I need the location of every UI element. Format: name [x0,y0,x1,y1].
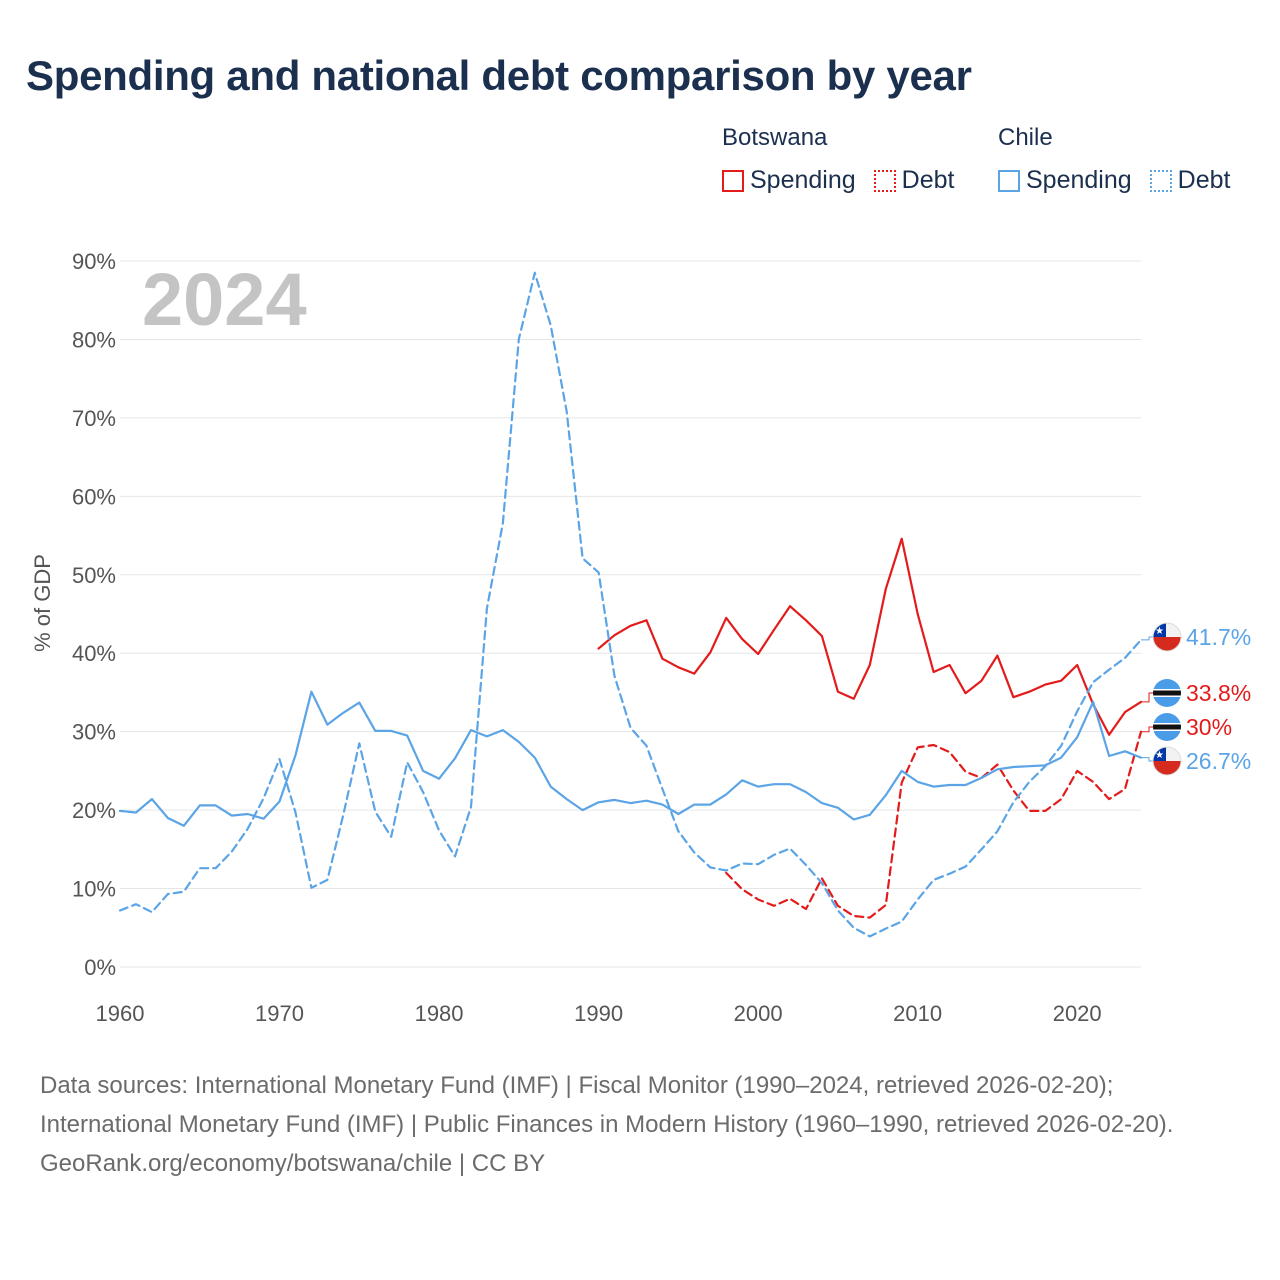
footer: Data sources: International Monetary Fun… [40,1066,1240,1183]
botswana-flag-icon-botswana-spending [1153,679,1181,707]
legend-botswana-spending[interactable]: Spending [722,166,856,195]
flag-outline [1152,746,1182,776]
solid-line-swatch-icon [998,169,1020,192]
legend-chile-spending[interactable]: Spending [998,166,1132,195]
y-tick-label: 70% [72,406,116,431]
y-tick-label: 60% [72,484,116,509]
y-tick-label: 20% [72,798,116,823]
line-chart: 0% 10% 20% 30% 40% 50% 60% 70% 80% 90% 1960 1970 198… [30,249,1251,1026]
chile-flag-icon-chile-debt: ★ [1152,622,1182,652]
series-line-botswana-spending [597,537,1143,736]
botswana-flag-body [1153,679,1181,707]
botswana-flag-black [1153,690,1181,696]
series-line-botswana-debt [725,730,1143,919]
dotted-line-swatch-icon [1149,169,1172,192]
x-tick-label: 2020 [1053,1001,1102,1026]
y-tick-label: 0% [84,955,116,980]
x-tick-label: 1990 [574,1001,623,1026]
chart-title: Spending and national debt comparison by… [26,52,972,99]
chile-flag-star-icon: ★ [1155,626,1164,637]
x-tick-label: 2010 [893,1001,942,1026]
botswana-flag-black [1153,724,1181,730]
end-label-chile-spending: 26.7% [1186,748,1251,774]
end-label-chile-debt: 41.7% [1186,624,1251,650]
chile-flag-star-icon: ★ [1155,750,1164,761]
legend-botswana: Botswana Spending Debt [722,124,972,195]
series-line-chile-spending [118,690,1143,827]
botswana-flag-body [1153,713,1181,741]
credit-link[interactable]: GeoRank.org/economy/botswana/chile | CC … [40,1150,546,1177]
x-tick-label: 2000 [734,1001,783,1026]
chile-flag-red [1153,761,1181,775]
legend-chile-title: Chile [998,124,1053,151]
legend-botswana-spending-label: Spending [750,166,856,194]
legend-chile-debt[interactable]: Debt [1149,166,1231,195]
legend-botswana-debt-label: Debt [901,166,955,194]
y-tick-label: 50% [72,563,116,588]
y-tick-label: 30% [72,720,116,745]
legend-botswana-debt[interactable]: Debt [873,166,955,195]
chile-flag-icon-chile-spending: ★ [1152,746,1182,776]
data-sources: Data sources: International Monetary Fun… [40,1072,1174,1138]
x-tick-label: 1960 [96,1001,145,1026]
end-label-botswana-debt: 30% [1186,714,1232,740]
solid-line-swatch-icon [722,169,744,192]
chile-flag-body: ★ [1153,747,1181,775]
y-tick-label: 90% [72,249,116,274]
botswana-flag-icon-botswana-debt [1153,713,1181,741]
end-label-botswana-spending: 33.8% [1186,680,1251,706]
year-watermark: 2024 [142,258,307,341]
legend-botswana-title: Botswana [722,124,828,151]
dotted-line-swatch-icon [873,169,896,192]
chile-flag-red [1153,637,1181,651]
y-tick-label: 10% [72,877,116,902]
series-line-chile-debt [118,271,1143,938]
y-tick-label: 40% [72,641,116,666]
flag-outline [1152,622,1182,652]
y-tick-label: 80% [72,327,116,352]
y-axis-label: % of GDP [30,554,55,652]
x-tick-label: 1980 [415,1001,464,1026]
x-tick-label: 1970 [255,1001,304,1026]
legend-chile-debt-label: Debt [1177,166,1231,194]
legend-chile-spending-label: Spending [1026,166,1132,194]
legend-chile: Chile Spending Debt [998,124,1248,195]
